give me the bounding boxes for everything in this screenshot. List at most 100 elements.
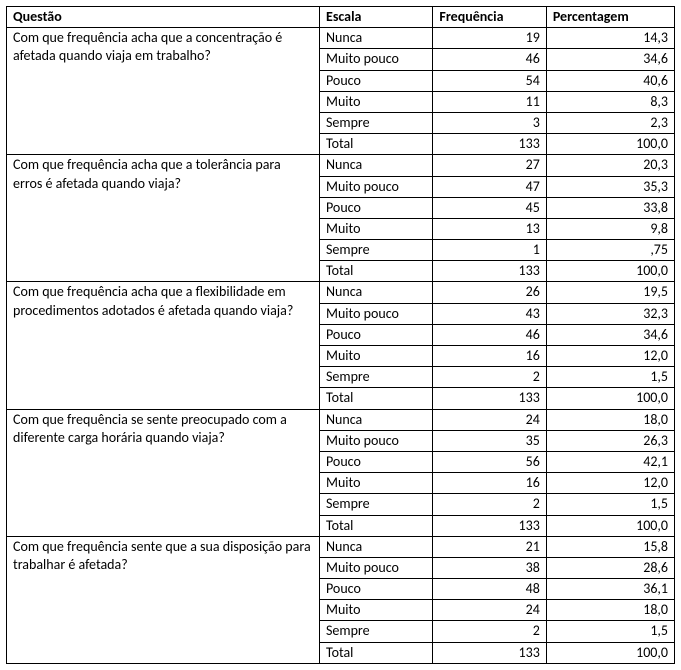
scale-cell: Nunca xyxy=(319,28,432,49)
percentage-cell: 32,3 xyxy=(546,303,674,324)
frequency-cell: 24 xyxy=(433,409,546,430)
percentage-cell: 20,3 xyxy=(546,155,674,176)
header-row: Questão Escala Frequência Percentagem xyxy=(7,7,675,28)
frequency-cell: 46 xyxy=(433,49,546,70)
scale-cell: Muito xyxy=(319,600,432,621)
percentage-cell: 18,0 xyxy=(546,409,674,430)
scale-cell: Nunca xyxy=(319,536,432,557)
percentage-cell: 42,1 xyxy=(546,451,674,472)
frequency-cell: 45 xyxy=(433,197,546,218)
frequency-cell: 48 xyxy=(433,579,546,600)
frequency-cell: 21 xyxy=(433,536,546,557)
frequency-cell: 11 xyxy=(433,91,546,112)
scale-cell: Muito pouco xyxy=(319,303,432,324)
frequency-cell: 133 xyxy=(433,388,546,409)
table-row: Com que frequência sente que a sua dispo… xyxy=(7,536,675,557)
percentage-cell: 100,0 xyxy=(546,134,674,155)
frequency-cell: 24 xyxy=(433,600,546,621)
frequency-cell: 38 xyxy=(433,557,546,578)
question-cell: Com que frequência acha que a flexibilid… xyxy=(7,282,320,409)
percentage-cell: 34,6 xyxy=(546,49,674,70)
frequency-cell: 133 xyxy=(433,642,546,663)
percentage-cell: 100,0 xyxy=(546,388,674,409)
frequency-cell: 43 xyxy=(433,303,546,324)
scale-cell: Muito xyxy=(319,91,432,112)
question-cell: Com que frequência acha que a concentraç… xyxy=(7,28,320,155)
frequency-cell: 56 xyxy=(433,451,546,472)
scale-cell: Muito pouco xyxy=(319,557,432,578)
header-scale: Escala xyxy=(319,7,432,28)
scale-cell: Sempre xyxy=(319,112,432,133)
frequency-cell: 46 xyxy=(433,324,546,345)
frequency-cell: 47 xyxy=(433,176,546,197)
scale-cell: Pouco xyxy=(319,451,432,472)
percentage-cell: 15,8 xyxy=(546,536,674,557)
scale-cell: Nunca xyxy=(319,282,432,303)
table-row: Com que frequência acha que a concentraç… xyxy=(7,28,675,49)
percentage-cell: 28,6 xyxy=(546,557,674,578)
scale-cell: Pouco xyxy=(319,197,432,218)
scale-cell: Total xyxy=(319,388,432,409)
scale-cell: Muito xyxy=(319,218,432,239)
scale-cell: Total xyxy=(319,515,432,536)
header-frequency: Frequência xyxy=(433,7,546,28)
percentage-cell: 1,5 xyxy=(546,367,674,388)
percentage-cell: 18,0 xyxy=(546,600,674,621)
scale-cell: Total xyxy=(319,134,432,155)
frequency-cell: 1 xyxy=(433,240,546,261)
scale-cell: Sempre xyxy=(319,621,432,642)
scale-cell: Nunca xyxy=(319,409,432,430)
frequency-cell: 133 xyxy=(433,515,546,536)
scale-cell: Sempre xyxy=(319,494,432,515)
frequency-cell: 19 xyxy=(433,28,546,49)
frequency-cell: 3 xyxy=(433,112,546,133)
percentage-cell: 26,3 xyxy=(546,430,674,451)
percentage-cell: 1,5 xyxy=(546,494,674,515)
scale-cell: Muito pouco xyxy=(319,176,432,197)
scale-cell: Pouco xyxy=(319,70,432,91)
header-percentage: Percentagem xyxy=(546,7,674,28)
percentage-cell: 40,6 xyxy=(546,70,674,91)
table-row: Com que frequência se sente preocupado c… xyxy=(7,409,675,430)
percentage-cell: 8,3 xyxy=(546,91,674,112)
frequency-cell: 133 xyxy=(433,261,546,282)
scale-cell: Pouco xyxy=(319,324,432,345)
header-question: Questão xyxy=(7,7,320,28)
table-row: Com que frequência acha que a flexibilid… xyxy=(7,282,675,303)
question-cell: Com que frequência sente que a sua dispo… xyxy=(7,536,320,663)
frequency-table: Questão Escala Frequência Percentagem Co… xyxy=(6,6,675,664)
percentage-cell: 14,3 xyxy=(546,28,674,49)
scale-cell: Muito pouco xyxy=(319,430,432,451)
scale-cell: Muito xyxy=(319,473,432,494)
frequency-cell: 54 xyxy=(433,70,546,91)
percentage-cell: ,75 xyxy=(546,240,674,261)
table-row: Com que frequência acha que a tolerância… xyxy=(7,155,675,176)
percentage-cell: 34,6 xyxy=(546,324,674,345)
percentage-cell: 2,3 xyxy=(546,112,674,133)
percentage-cell: 100,0 xyxy=(546,515,674,536)
scale-cell: Pouco xyxy=(319,579,432,600)
frequency-cell: 2 xyxy=(433,621,546,642)
percentage-cell: 35,3 xyxy=(546,176,674,197)
frequency-cell: 133 xyxy=(433,134,546,155)
scale-cell: Sempre xyxy=(319,367,432,388)
frequency-cell: 26 xyxy=(433,282,546,303)
question-cell: Com que frequência acha que a tolerância… xyxy=(7,155,320,282)
percentage-cell: 36,1 xyxy=(546,579,674,600)
frequency-cell: 13 xyxy=(433,218,546,239)
frequency-cell: 16 xyxy=(433,473,546,494)
scale-cell: Nunca xyxy=(319,155,432,176)
scale-cell: Total xyxy=(319,261,432,282)
frequency-cell: 27 xyxy=(433,155,546,176)
percentage-cell: 1,5 xyxy=(546,621,674,642)
percentage-cell: 9,8 xyxy=(546,218,674,239)
percentage-cell: 100,0 xyxy=(546,642,674,663)
scale-cell: Sempre xyxy=(319,240,432,261)
percentage-cell: 100,0 xyxy=(546,261,674,282)
frequency-cell: 2 xyxy=(433,494,546,515)
frequency-cell: 35 xyxy=(433,430,546,451)
frequency-cell: 2 xyxy=(433,367,546,388)
percentage-cell: 12,0 xyxy=(546,346,674,367)
scale-cell: Total xyxy=(319,642,432,663)
percentage-cell: 19,5 xyxy=(546,282,674,303)
